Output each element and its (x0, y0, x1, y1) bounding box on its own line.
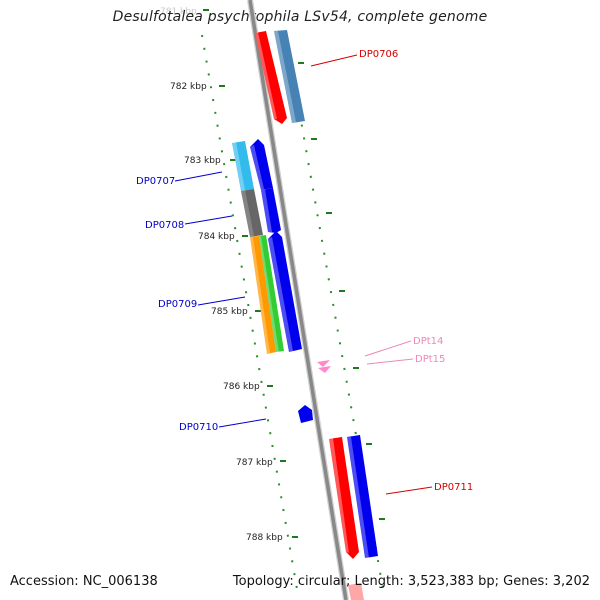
tick-label-785: 785 kbp (211, 307, 248, 317)
accession-text: Accession: NC_006138 (10, 574, 158, 589)
tick-label-782: 782 kbp (170, 82, 207, 92)
tick-label-784: 784 kbp (198, 232, 235, 242)
gene-label-dp0707[interactable]: DP0707 (136, 176, 175, 187)
cds-partial-bottom (348, 583, 364, 600)
tick-label-786: 786 kbp (223, 382, 260, 392)
cog-dp0706 (274, 30, 305, 123)
trna-dpt15[interactable] (318, 366, 331, 373)
gene-label-dp0708[interactable]: DP0708 (145, 220, 184, 231)
cog-dp0709-orange (250, 236, 276, 354)
genome-backbone (248, 0, 348, 600)
cog-dp0708 (241, 189, 263, 237)
tick-label-783: 783 kbp (184, 156, 221, 166)
outer-tick-marks (298, 62, 385, 520)
cds-dp0706[interactable] (255, 31, 287, 124)
tick-label-788: 788 kbp (246, 533, 283, 543)
map-title: Desulfotalea psychrophila LSv54, complet… (112, 9, 488, 25)
tick-label-781: 781 kbp (160, 7, 197, 17)
trna-dpt14[interactable] (317, 360, 330, 367)
tick-label-787: 787 kbp (236, 458, 273, 468)
cds-dp0711[interactable] (329, 437, 359, 559)
gene-label-dp0711[interactable]: DP0711 (434, 482, 473, 493)
gene-label-dpt15[interactable]: DPt15 (415, 354, 445, 365)
cds-dp0707[interactable] (250, 139, 273, 190)
gene-label-dpt14[interactable]: DPt14 (413, 336, 443, 347)
gene-label-dp0710[interactable]: DP0710 (179, 422, 218, 433)
gene-label-dp0709[interactable]: DP0709 (158, 299, 197, 310)
cds-dp0708[interactable] (261, 188, 281, 233)
cog-dp0707 (232, 141, 254, 191)
cog-dp0709-green (259, 235, 284, 352)
genome-summary-text: Topology: circular; Length: 3,523,383 bp… (232, 574, 590, 589)
cds-dp0709[interactable] (268, 231, 302, 352)
cds-dp0710[interactable] (298, 405, 313, 423)
inner-tick-marks (203, 9, 298, 538)
cog-dp0711 (347, 435, 378, 558)
gene-label-dp0706[interactable]: DP0706 (359, 49, 398, 60)
